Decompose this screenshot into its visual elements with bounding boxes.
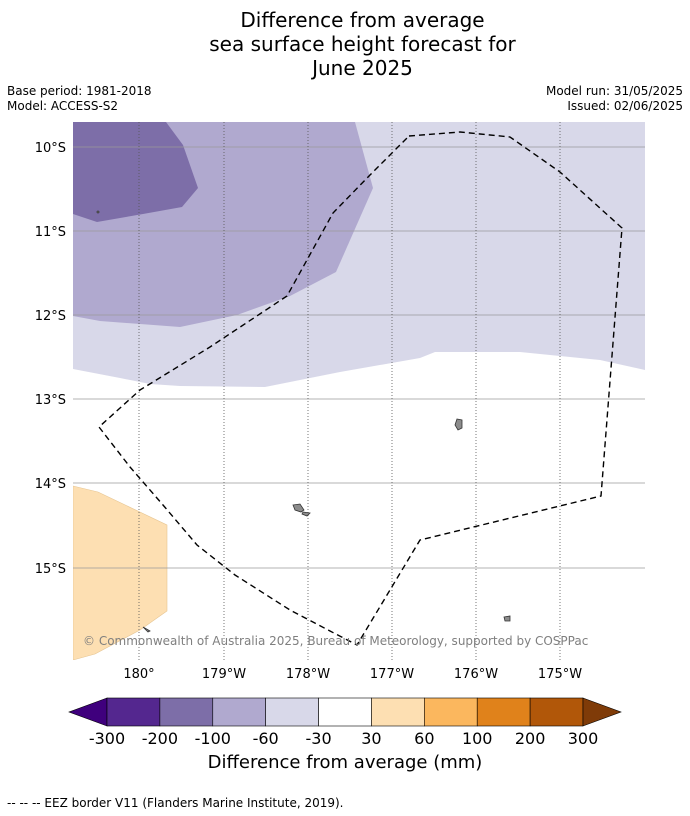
island-4 (503, 615, 511, 622)
colorbar-segment (265, 697, 319, 727)
island-2 (292, 503, 305, 513)
colorbar-extend-high (582, 697, 622, 727)
contour-band-light-orange (73, 485, 168, 660)
lon-label-179w: 179°W (202, 667, 246, 682)
colorbar-tick-label: -60 (253, 729, 279, 748)
copyright-text: © Commonwealth of Australia 2025, Bureau… (83, 634, 588, 648)
map-plot-area: © Commonwealth of Australia 2025, Bureau… (73, 122, 645, 660)
colorbar-tick-label: 60 (414, 729, 434, 748)
island-3 (301, 511, 311, 517)
island-6 (96, 210, 100, 214)
meta-left: Base period: 1981-2018 Model: ACCESS-S2 (7, 84, 152, 114)
issued-date: Issued: 02/06/2025 (567, 99, 683, 113)
islands (96, 210, 511, 633)
colorbar-tick-label: 300 (568, 729, 599, 748)
lon-label-180: 180° (123, 667, 154, 682)
map-title: Difference from average sea surface heig… (0, 8, 690, 80)
lat-label-15s: 15°S (35, 562, 66, 577)
colorbar-segment (371, 697, 425, 727)
colorbar-segment (159, 697, 214, 727)
colorbar-segment (106, 697, 161, 727)
eez-footer-note: -- -- -- EEZ border V11 (Flanders Marine… (7, 796, 344, 810)
island-1 (454, 418, 463, 431)
colorbar-segment (424, 697, 478, 727)
lat-label-12s: 12°S (35, 309, 66, 324)
lon-label-175w: 175°W (538, 667, 582, 682)
lon-label-177w: 177°W (370, 667, 414, 682)
lon-label-178w: 178°W (286, 667, 330, 682)
colorbar-tick-label: 200 (515, 729, 546, 748)
colorbar-tick-label: -30 (305, 729, 331, 748)
colorbar-tick-label: -300 (89, 729, 125, 748)
latitude-gridlines (73, 146, 645, 569)
lon-label-176w: 176°W (454, 667, 498, 682)
colorbar-extend-low (68, 697, 108, 727)
title-line-1: Difference from average (240, 8, 485, 32)
colorbar-segment (529, 697, 584, 727)
title-line-2: sea surface height forecast for (209, 32, 516, 56)
colorbar-segment (476, 697, 531, 727)
eez-border (98, 131, 623, 646)
lat-label-14s: 14°S (35, 477, 66, 492)
colorbar-segment (318, 697, 372, 727)
model-run: Model run: 31/05/2025 (545, 84, 683, 98)
lat-label-10s: 10°S (35, 141, 66, 156)
island-5 (142, 626, 151, 633)
colorbar-tick-label: 30 (361, 729, 381, 748)
colorbar-tick-label: 100 (462, 729, 493, 748)
lat-label-13s: 13°S (35, 393, 66, 408)
title-line-3: June 2025 (312, 56, 413, 80)
colorbar-tick-label: -100 (195, 729, 231, 748)
colorbar-segment (212, 697, 266, 727)
colorbar-tick-labels: -300 -200 -100 -60 -30 30 60 100 200 300 (89, 729, 598, 748)
base-period: Base period: 1981-2018 (7, 84, 152, 98)
meta-right: Model run: 31/05/2025 Issued: 02/06/2025 (546, 84, 683, 114)
colorbar (68, 697, 622, 727)
lat-label-11s: 11°S (35, 225, 66, 240)
colorbar-tick-label: -200 (142, 729, 178, 748)
model-name: Model: ACCESS-S2 (7, 99, 119, 113)
latitude-labels: 10°S 11°S 12°S 13°S 14°S 15°S (35, 141, 66, 577)
colorbar-title: Difference from average (mm) (207, 752, 483, 773)
longitude-labels: 180° 179°W 178°W 177°W 176°W 175°W (123, 667, 582, 682)
